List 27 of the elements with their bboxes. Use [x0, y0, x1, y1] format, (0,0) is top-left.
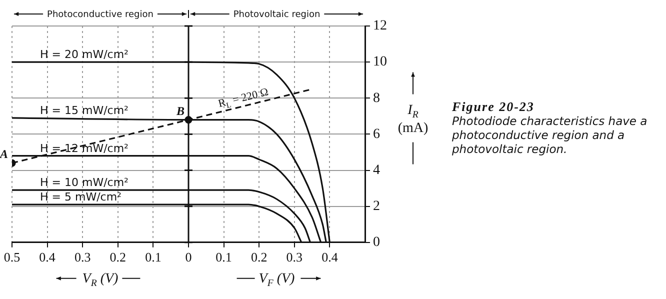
y-tick-label: 4: [373, 162, 380, 178]
x-tick-label: 0.4: [322, 250, 338, 265]
series-label: H = 12 mW/cm²: [40, 142, 128, 155]
series-label: H = 15 mW/cm²: [40, 104, 128, 117]
text: Photoconductive region: [47, 10, 154, 20]
x-tick-label: 0.2: [250, 250, 268, 265]
x-tick-label: 0.5: [4, 250, 20, 265]
y-tick-label: 10: [373, 54, 387, 70]
text: Photodiode characteristics have a photoconductive region and a photovoltaic region.: [452, 114, 648, 156]
y-tick-label: 2: [373, 199, 380, 214]
series-label: H = 10 mW/cm²: [40, 176, 128, 190]
series-label: H = 5 mW/cm²: [40, 190, 122, 204]
text: Photovoltaic region: [233, 10, 320, 20]
x-tick-label: 0.4: [39, 250, 56, 265]
y-tick-label: 6: [373, 126, 380, 142]
x-tick-label: 0.3: [74, 250, 91, 265]
y-tick-label: 12: [373, 18, 387, 34]
x-tick-label: 0.3: [286, 250, 303, 265]
x-tick-label: 0.1: [216, 250, 232, 265]
x-tick-label: 0: [185, 250, 192, 265]
x-tick-label: 0.2: [110, 250, 126, 265]
y-tick-label: 0: [373, 235, 380, 250]
annotation: B: [175, 104, 185, 118]
series-label: H = 20 mW/cm²: [40, 48, 128, 62]
y-tick-label: 8: [373, 90, 380, 106]
x-tick-label: 0.1: [145, 250, 162, 265]
caption: Figure 20-23: [452, 99, 536, 114]
